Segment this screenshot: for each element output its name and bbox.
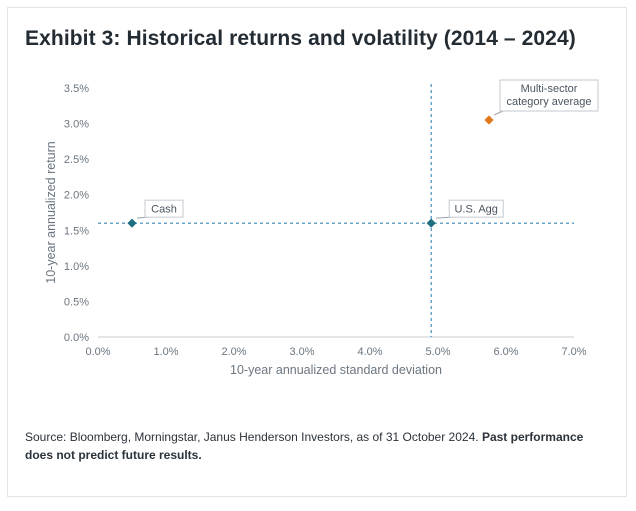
y-tick-label: 3.5%	[64, 83, 89, 95]
point-label-line: category average	[507, 96, 592, 108]
y-tick-label: 1.5%	[64, 225, 89, 237]
point-label: U.S. Agg	[454, 204, 497, 216]
x-tick-label: 4.0%	[357, 346, 382, 358]
callout-box	[448, 199, 504, 218]
y-tick-label: 2.5%	[64, 154, 89, 166]
x-tick-label: 5.0%	[425, 346, 450, 358]
data-point-marker	[426, 218, 436, 228]
data-point-marker	[127, 218, 137, 228]
disclaimer-text: Past performance does not predict future…	[25, 430, 584, 462]
x-tick-label: 6.0%	[493, 346, 518, 358]
point-label: Cash	[151, 204, 177, 216]
x-tick-label: 7.0%	[561, 346, 586, 358]
y-tick-label: 1.0%	[64, 261, 89, 273]
scatter-chart: 0.0% 0.5% 1.0% 1.5% 2.0% 2.5% 3.0% 3.5% 0.0% 1.0%…	[44, 79, 599, 377]
y-tick-label: 2.0%	[64, 190, 89, 202]
x-tick-label: 3.0%	[289, 346, 314, 358]
callout-box	[144, 199, 184, 218]
x-tick-label: 0.0%	[85, 346, 110, 358]
source-note: Source: Bloomberg, Morningstar, Janus He…	[25, 428, 585, 464]
y-tick-label: 0.0%	[64, 332, 89, 344]
chart-title: Exhibit 3: Historical returns and volati…	[25, 27, 576, 50]
callout-box	[499, 79, 599, 112]
callout-leader-line	[493, 110, 504, 116]
point-label-line: Multi-sector	[521, 83, 578, 95]
data-point-marker	[484, 115, 494, 125]
x-tick-label: 1.0%	[153, 346, 178, 358]
y-tick-label: 3.0%	[64, 119, 89, 131]
y-axis-label: 10-year annualized return	[44, 141, 58, 283]
y-tick-label: 0.5%	[64, 296, 89, 308]
source-text: Source: Bloomberg, Morningstar, Janus He…	[25, 430, 479, 444]
x-tick-label: 2.0%	[221, 346, 246, 358]
x-axis-label: 10-year annualized standard deviation	[230, 363, 442, 377]
